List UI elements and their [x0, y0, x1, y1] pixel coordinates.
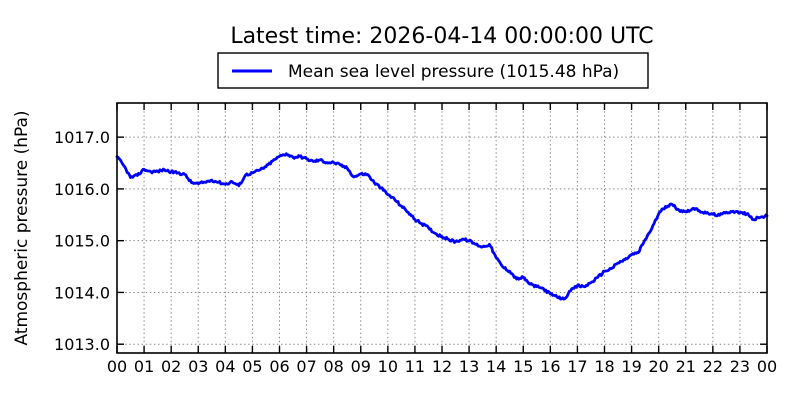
- x-tick-label: 10: [378, 357, 398, 376]
- x-tick-label: 00: [757, 357, 777, 376]
- y-tick-label: 1013.0: [54, 335, 110, 354]
- plot-area: [115, 152, 769, 301]
- tick-labels: 00 01 02 03 04 05 06 07 08 09 10 11 12 13 14 15 16 17 18 19…: [54, 128, 777, 376]
- x-tick-label: 04: [215, 357, 235, 376]
- y-axis-label: Atmospheric pressure (hPa): [12, 110, 32, 345]
- x-tick-label: 23: [730, 357, 750, 376]
- x-tick-label: 22: [703, 357, 723, 376]
- x-tick-label: 21: [676, 357, 696, 376]
- x-tick-label: 18: [594, 357, 614, 376]
- x-tick-label: 08: [323, 357, 343, 376]
- x-tick-label: 02: [161, 357, 181, 376]
- y-tick-label: 1016.0: [54, 180, 110, 199]
- x-tick-label: 20: [648, 357, 668, 376]
- x-tick-label: 03: [188, 357, 208, 376]
- chart-title: Latest time: 2026-04-14 00:00:00 UTC: [230, 24, 653, 49]
- x-tick-label: 09: [351, 357, 371, 376]
- axes-frame: [116, 102, 768, 354]
- y-tick-label: 1014.0: [54, 283, 110, 302]
- legend-label: Mean sea level pressure (1015.48 hPa): [288, 62, 619, 82]
- axis-ticks: [116, 103, 768, 353]
- legend-box: [217, 52, 649, 89]
- x-tick-label: 05: [242, 357, 262, 376]
- x-tick-label: 13: [459, 357, 479, 376]
- pressure-line-series: [115, 152, 769, 301]
- y-tick-label: 1017.0: [54, 128, 110, 147]
- y-tick-label: 1015.0: [54, 232, 110, 251]
- x-tick-label: 01: [134, 357, 154, 376]
- x-tick-label: 07: [296, 357, 316, 376]
- x-tick-label: 14: [486, 357, 506, 376]
- x-tick-label: 00: [107, 357, 127, 376]
- x-tick-label: 06: [269, 357, 289, 376]
- x-tick-label: 16: [540, 357, 560, 376]
- x-tick-label: 17: [567, 357, 587, 376]
- gridlines: [117, 103, 767, 353]
- legend: Mean sea level pressure (1015.48 hPa): [217, 52, 649, 89]
- x-tick-label: 12: [432, 357, 452, 376]
- x-tick-label: 15: [513, 357, 533, 376]
- x-tick-label: 19: [621, 357, 641, 376]
- x-tick-label: 11: [405, 357, 425, 376]
